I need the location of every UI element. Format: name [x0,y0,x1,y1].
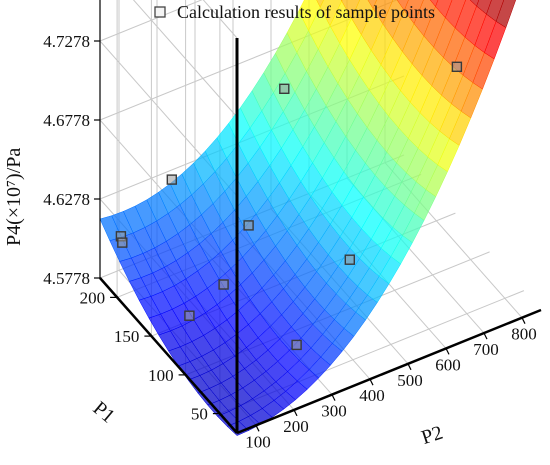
grid-line-back-3 [99,0,203,42]
z-tick-label-2: 4.6778 [43,111,90,130]
x-tick-mark-0 [255,425,260,432]
x-tick-mark-5 [445,348,450,355]
surface-cell-22-5 [435,0,453,19]
response-surface [99,0,517,436]
x-tick-label-3: 400 [359,386,385,405]
surface-cell-23-1 [486,0,505,22]
sample-point-1 [117,237,128,248]
x-tick-label-4: 500 [397,371,423,390]
y-tick-label-1: 100 [148,366,174,385]
surface-cell-23-2 [476,0,492,15]
x-tick-mark-4 [407,363,412,371]
z-axis-label: P4(×10⁷)/Pa [3,148,25,246]
sample-point-6 [243,220,254,231]
surface-cell-18-13 [316,0,324,8]
sample-points [115,61,463,351]
sample-point-4 [218,279,229,290]
surface-cell-20-10 [367,0,377,10]
tick-labels: 4.57784.62784.67784.72784.77784.82781002… [43,32,537,451]
y-axis-line [99,277,238,434]
legend-marker [154,6,166,18]
legend: Calculation results of sample points [154,2,435,22]
axes-lines [99,0,542,435]
surface-cell-21-8 [396,0,409,11]
x-tick-label-0: 100 [245,432,271,451]
legend-label: Calculation results of sample points [177,2,435,22]
sample-point-5 [291,339,302,351]
surface-cell-23-0 [495,0,517,28]
y-axis-label: P1 [89,397,119,427]
x-tick-label-1: 200 [283,417,309,436]
z-tick-label-0: 4.5778 [43,269,90,288]
z-tick-label-3: 4.7278 [43,32,90,51]
y-tick-label-0: 50 [191,405,208,424]
x-tick-mark-3 [369,378,374,386]
y-tick-label-3: 200 [80,288,106,307]
sample-point-2 [184,310,195,321]
x-axis-line [236,308,542,435]
surface-cell-23-3 [469,0,480,7]
x-tick-label-5: 600 [435,355,461,374]
x-tick-label-7: 800 [511,325,537,344]
x-tick-label-6: 700 [473,340,499,359]
sample-point-8 [344,254,355,265]
x-tick-mark-6 [483,332,488,340]
sample-point-3 [166,174,178,185]
grid-line-left-5 [202,0,238,39]
x-tick-label-2: 300 [321,402,347,421]
grid-line-left-4 [132,0,238,118]
z-tick-label-1: 4.6278 [43,190,90,209]
sample-point-7 [279,83,290,95]
sample-point-11 [451,61,463,72]
x-axis-label: P2 [419,422,446,449]
x-tick-mark-2 [331,394,336,401]
x-tick-mark-1 [293,409,298,417]
x-tick-mark-7 [521,317,526,324]
y-tick-label-2: 150 [114,327,140,346]
